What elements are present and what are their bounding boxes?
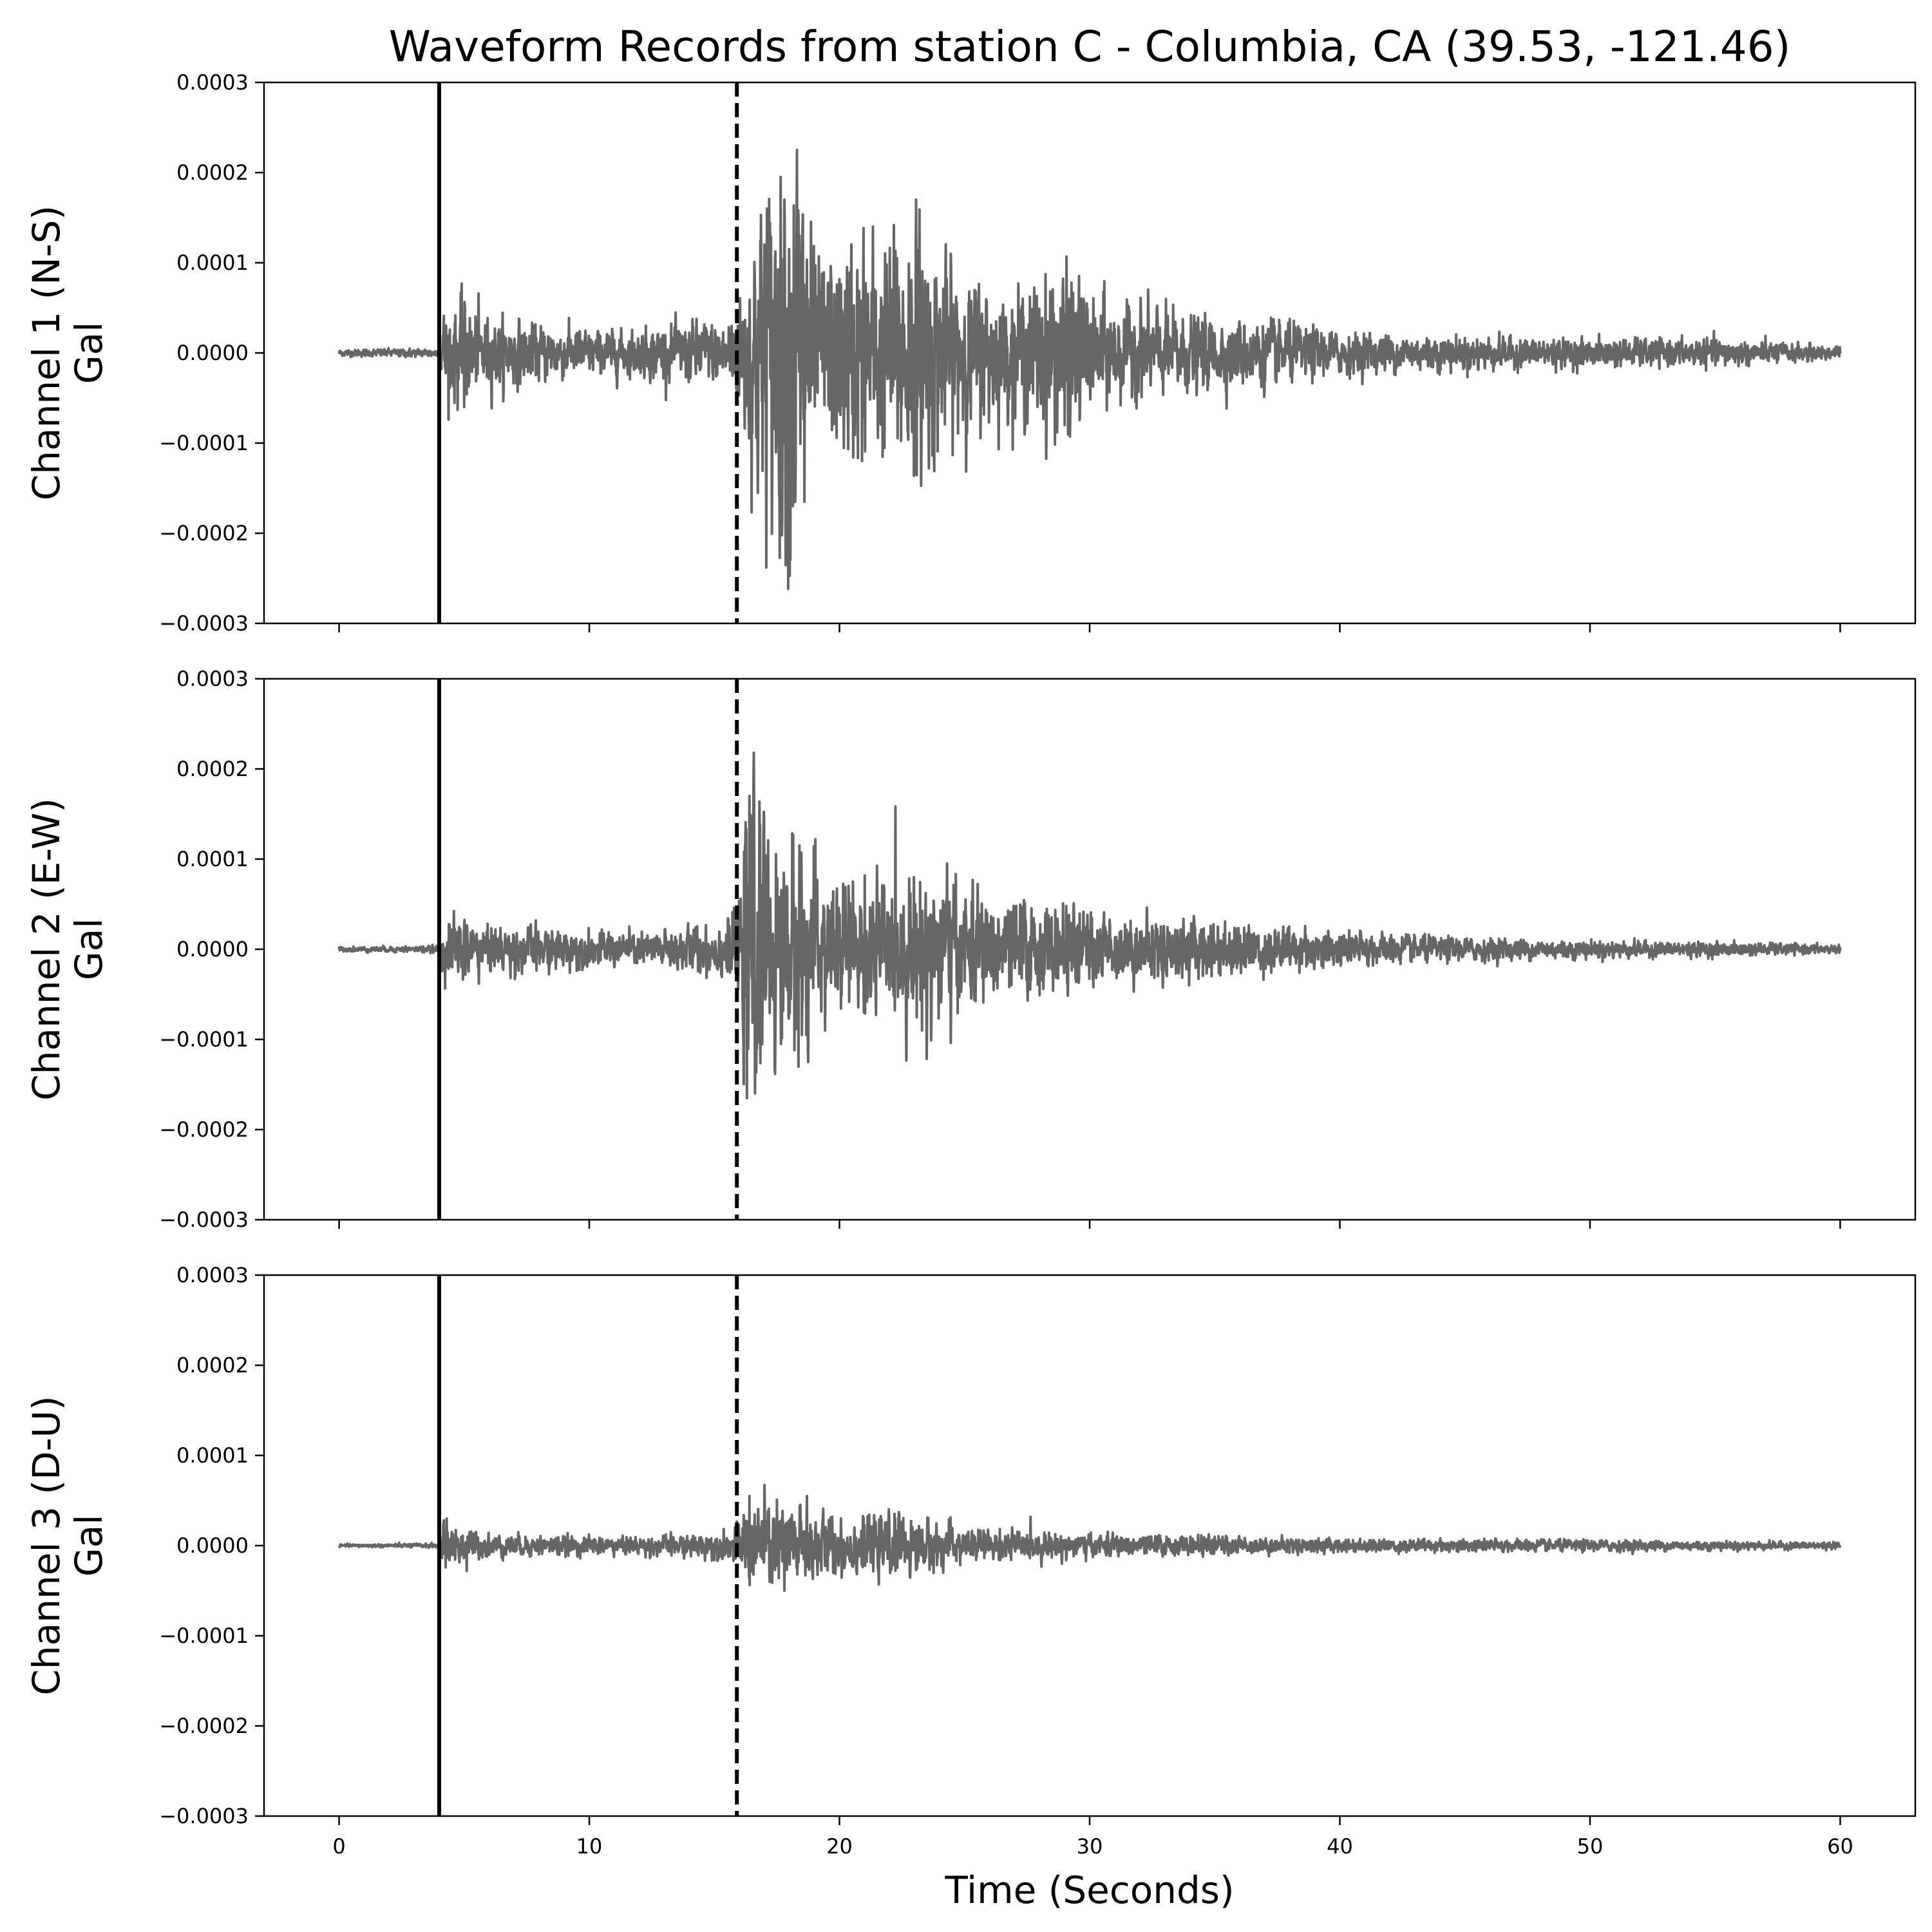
y-tick-label: −0.0001 [159, 1027, 249, 1052]
y-axis-unit-label: Gal [67, 918, 111, 981]
x-tick-label: 30 [1077, 1834, 1103, 1859]
panel-2: −0.0003 −0.0002 −0.0001 0.0000 0.0001 0.0002 0… [24, 667, 1917, 1232]
y-tick-label: −0.0002 [159, 521, 249, 545]
y-tick-label: 0.0000 [176, 341, 249, 365]
waveform-series-3 [338, 1483, 1842, 1592]
x-tick-label: 0 [332, 1834, 345, 1859]
panel-3: −0.0003 −0.0002 −0.0001 0.0000 0.0001 0.0002 0… [24, 1263, 1917, 1859]
y-tick-label: 0.0000 [176, 1533, 249, 1558]
x-tick-label: 60 [1827, 1834, 1853, 1859]
y-tick-label: 0.0003 [176, 70, 249, 95]
y-axis-unit-label: Gal [67, 322, 111, 384]
y-tick-label: 0.0001 [176, 251, 249, 275]
y-tick-label: 0.0002 [176, 160, 249, 185]
y-tick-label: 0.0003 [176, 1263, 249, 1287]
y-axis-label: Channel 3 (D-U) [24, 1396, 68, 1695]
x-tick-label: 50 [1577, 1834, 1604, 1859]
waveform-series-2 [337, 751, 1842, 1099]
y-tick-label: 0.0002 [176, 1353, 249, 1378]
y-tick-label: −0.0003 [159, 1804, 249, 1828]
x-axis-label: Time (Seconds) [944, 1868, 1234, 1912]
panel-1: −0.0003 −0.0002 −0.0001 0.0000 0.0001 0.0002 0… [24, 70, 1917, 636]
y-tick-label: 0.0002 [176, 757, 249, 781]
y-axis-label: Channel 2 (E-W) [24, 798, 68, 1101]
panels-container: −0.0003 −0.0002 −0.0001 0.0000 0.0001 0.0002 0… [24, 70, 1917, 1859]
y-tick-label: −0.0001 [159, 431, 249, 455]
y-axis-unit-label: Gal [67, 1515, 111, 1577]
y-tick-label: 0.0000 [176, 937, 249, 961]
x-tick-label: 10 [576, 1834, 603, 1859]
y-tick-label: −0.0002 [159, 1714, 249, 1738]
y-tick-label: 0.0001 [176, 1443, 249, 1468]
y-tick-label: 0.0003 [176, 667, 249, 691]
y-tick-label: −0.0002 [159, 1117, 249, 1142]
x-tick-label: 40 [1327, 1834, 1353, 1859]
chart-title: Waveform Records from station C - Columb… [389, 22, 1791, 71]
y-tick-label: −0.0003 [159, 611, 249, 636]
y-tick-label: 0.0001 [176, 847, 249, 871]
y-tick-label: −0.0001 [159, 1624, 249, 1648]
y-axis-label: Channel 1 (N-S) [24, 205, 68, 500]
waveform-series-1 [337, 149, 1842, 591]
x-tick-label: 20 [826, 1834, 853, 1859]
y-tick-label: −0.0003 [159, 1208, 249, 1232]
